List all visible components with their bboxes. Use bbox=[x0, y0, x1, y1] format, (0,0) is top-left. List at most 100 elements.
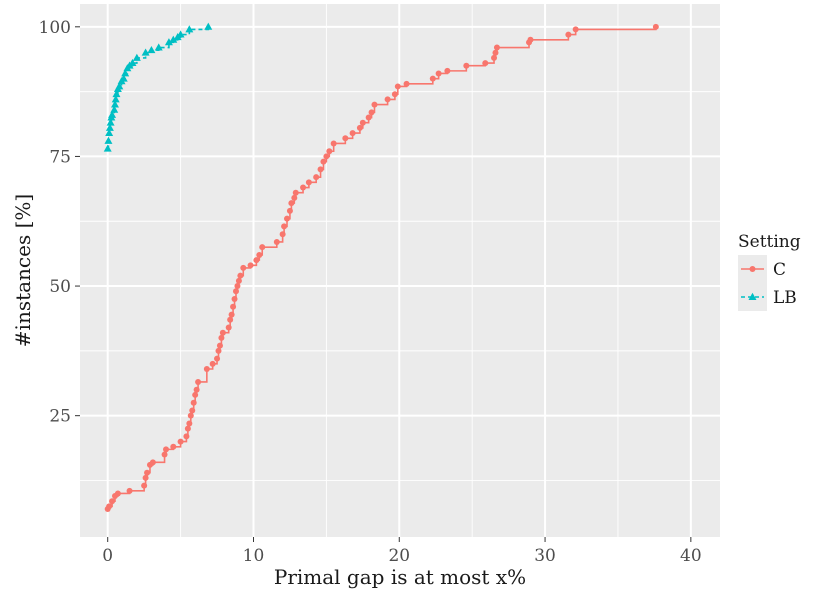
data-point-c bbox=[228, 311, 235, 318]
data-point-lb bbox=[141, 48, 150, 56]
data-point-c bbox=[227, 316, 234, 323]
data-point-lb bbox=[110, 100, 119, 108]
x-axis-ticks: 0 10 20 30 40 bbox=[102, 537, 702, 566]
data-point-c bbox=[189, 407, 196, 414]
data-point-c bbox=[429, 75, 436, 82]
data-point-c bbox=[493, 44, 500, 51]
data-point-c bbox=[371, 101, 378, 108]
data-point-c bbox=[170, 443, 177, 450]
x-tick-label: 40 bbox=[680, 546, 702, 566]
data-point-c bbox=[187, 412, 194, 419]
data-point-c bbox=[192, 391, 199, 398]
data-point-c bbox=[163, 446, 170, 453]
data-point-c bbox=[259, 244, 266, 251]
data-point-c bbox=[253, 257, 260, 264]
data-point-c bbox=[141, 482, 148, 489]
data-point-lb bbox=[185, 25, 194, 33]
data-point-c bbox=[323, 153, 330, 160]
data-point-lb bbox=[103, 144, 112, 152]
data-point-c bbox=[435, 70, 442, 77]
data-point-c bbox=[527, 36, 534, 43]
data-point-c bbox=[183, 433, 190, 440]
data-point-c bbox=[572, 26, 579, 33]
data-point-c bbox=[356, 124, 363, 131]
data-point-lb bbox=[108, 110, 117, 118]
data-point-c bbox=[231, 296, 238, 303]
data-point-c bbox=[391, 91, 398, 98]
data-point-c bbox=[292, 189, 299, 196]
data-point-c bbox=[403, 80, 410, 87]
data-point-c bbox=[320, 158, 327, 165]
data-point-c bbox=[237, 272, 244, 279]
data-point-c bbox=[149, 459, 156, 466]
legend-label-c: C bbox=[773, 260, 786, 280]
series-c bbox=[104, 23, 659, 513]
data-point-c bbox=[215, 347, 222, 354]
data-point-lb bbox=[169, 35, 178, 43]
data-point-lb bbox=[164, 38, 173, 46]
data-point-lb bbox=[105, 123, 114, 131]
data-point-c bbox=[444, 67, 451, 74]
data-point-c bbox=[565, 31, 572, 38]
data-point-c bbox=[284, 215, 291, 222]
data-point-c bbox=[234, 283, 241, 290]
data-point-c bbox=[652, 23, 659, 30]
data-point-c bbox=[232, 288, 239, 295]
data-point-lb bbox=[147, 45, 156, 54]
data-point-lb bbox=[104, 136, 113, 144]
data-point-c bbox=[365, 114, 372, 121]
grid-major bbox=[80, 4, 720, 537]
legend-title: Setting bbox=[738, 232, 801, 252]
y-tick-label: 25 bbox=[49, 407, 71, 427]
x-tick-label: 0 bbox=[102, 546, 113, 566]
data-point-c bbox=[384, 96, 391, 103]
data-point-c bbox=[219, 329, 226, 336]
data-point-c bbox=[203, 366, 210, 373]
data-point-c bbox=[209, 360, 216, 367]
x-tick-label: 20 bbox=[388, 546, 410, 566]
data-point-c bbox=[186, 420, 193, 427]
data-point-c bbox=[288, 200, 295, 207]
y-axis-title: #instances [%] bbox=[11, 194, 35, 347]
data-point-lb bbox=[132, 53, 141, 61]
data-point-c bbox=[126, 487, 133, 494]
data-point-c bbox=[394, 83, 401, 90]
legend-key-c bbox=[738, 255, 767, 283]
data-point-c bbox=[218, 334, 225, 341]
data-point-c bbox=[142, 474, 149, 481]
x-tick-label: 10 bbox=[243, 546, 265, 566]
data-point-c bbox=[195, 378, 202, 385]
data-point-c bbox=[342, 135, 349, 142]
data-point-c bbox=[491, 54, 498, 61]
legend-label-lb: LB bbox=[773, 288, 797, 308]
data-point-c bbox=[225, 324, 232, 331]
data-point-c bbox=[235, 277, 242, 284]
data-point-c bbox=[279, 231, 286, 238]
series-layer bbox=[103, 22, 659, 513]
data-point-c bbox=[326, 148, 333, 155]
legend-key-marker bbox=[748, 292, 757, 300]
data-point-c bbox=[177, 438, 184, 445]
data-point-lb bbox=[112, 90, 121, 98]
data-point-c bbox=[273, 238, 280, 245]
data-point-lb bbox=[121, 69, 130, 77]
data-point-c bbox=[305, 179, 312, 186]
data-point-c bbox=[368, 109, 375, 116]
data-point-lb bbox=[154, 43, 163, 51]
legend-key-lb bbox=[738, 283, 767, 311]
data-point-c bbox=[214, 355, 221, 362]
data-point-lb bbox=[128, 58, 137, 67]
x-tick-label: 30 bbox=[534, 546, 556, 566]
data-point-c bbox=[216, 342, 223, 349]
data-point-lb bbox=[111, 95, 120, 103]
legend-key-marker bbox=[749, 266, 756, 272]
legend: Setting C LB bbox=[738, 232, 801, 311]
x-axis-title: Primal gap is at most x% bbox=[274, 565, 526, 589]
y-tick-label: 75 bbox=[49, 147, 71, 167]
data-point-c bbox=[247, 262, 254, 269]
data-point-lb bbox=[106, 118, 115, 126]
data-point-c bbox=[240, 264, 247, 271]
data-point-lb bbox=[115, 82, 124, 90]
data-point-c bbox=[492, 49, 499, 56]
